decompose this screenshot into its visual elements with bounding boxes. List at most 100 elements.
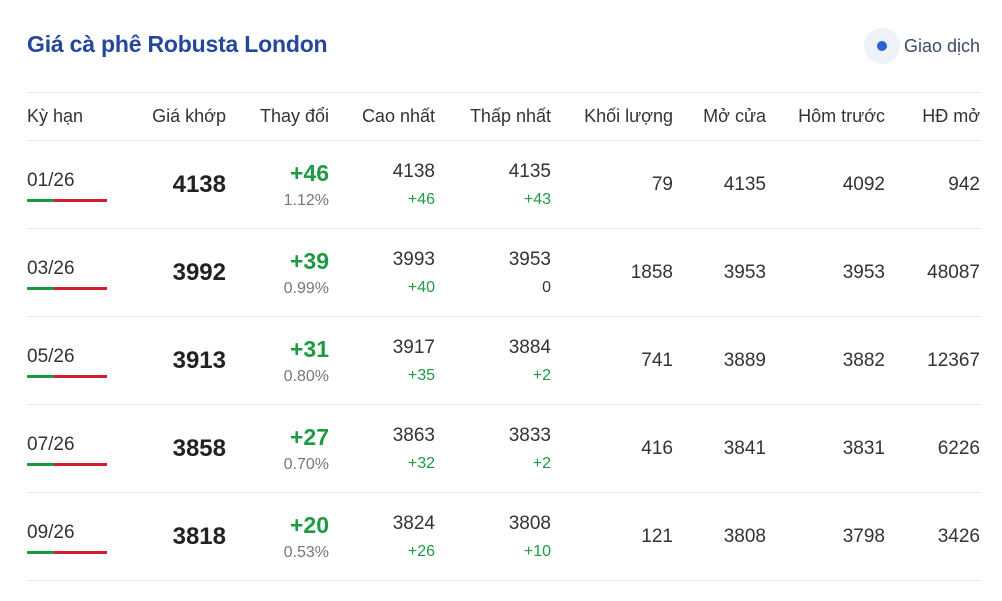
open-cell: 3953: [673, 228, 766, 317]
col-header-high[interactable]: Cao nhất: [329, 92, 435, 141]
match-price: 4138: [172, 170, 226, 198]
change-percent: 0.53%: [283, 543, 329, 561]
high-change: +46: [407, 190, 435, 208]
term-cell: 07/26: [27, 404, 117, 493]
oi-cell: 12367: [885, 316, 980, 405]
term-label: 05/26: [27, 345, 75, 367]
price-cell: 3858: [117, 404, 226, 493]
col-header-low[interactable]: Thấp nhất: [435, 92, 551, 141]
table-row[interactable]: 07/26 3858 +27 0.70% 3863 +32 3833 +2 416 3…: [27, 404, 980, 493]
change-percent: 0.70%: [283, 455, 329, 473]
change-value: +39: [289, 247, 329, 274]
low-change: +43: [523, 190, 551, 208]
oi-cell: 6226: [885, 404, 980, 493]
term-cell: 03/26: [27, 228, 117, 317]
low-cell: 3953 0: [435, 228, 551, 317]
term-cell: 01/26: [27, 140, 117, 229]
high-change: +40: [407, 278, 435, 296]
match-price: 3818: [172, 522, 226, 550]
volume-cell: 1858: [551, 228, 673, 317]
col-header-oi[interactable]: HĐ mở: [885, 92, 980, 141]
prev-cell: 3798: [766, 492, 885, 581]
change-value: +31: [289, 335, 329, 362]
change-percent: 0.99%: [283, 279, 329, 297]
high-value: 4138: [392, 160, 435, 182]
table-row[interactable]: 05/26 3913 +31 0.80% 3917 +35 3884 +2 741 3…: [27, 316, 980, 405]
term-label: 03/26: [27, 257, 75, 279]
prev-cell: 3831: [766, 404, 885, 493]
low-change: +10: [523, 542, 551, 560]
table-row[interactable]: 09/26 3818 +20 0.53% 3824 +26 3808 +10 121 …: [27, 492, 980, 581]
range-bar: [27, 550, 107, 554]
volume-cell: 121: [551, 492, 673, 581]
price-cell: 3992: [117, 228, 226, 317]
high-value: 3824: [392, 512, 435, 534]
match-price: 3913: [172, 346, 226, 374]
open-cell: 4135: [673, 140, 766, 229]
table-row[interactable]: 01/26 4138 +46 1.12% 4138 +46 4135 +43 79 4…: [27, 140, 980, 229]
low-value: 4135: [508, 160, 551, 182]
change-cell: +31 0.80%: [226, 316, 329, 405]
match-price: 3858: [172, 434, 226, 462]
oi-cell: 48087: [885, 228, 980, 317]
open-cell: 3841: [673, 404, 766, 493]
low-change: +2: [532, 366, 551, 384]
col-header-prev[interactable]: Hôm trước: [766, 92, 885, 141]
change-value: +46: [289, 159, 329, 186]
low-value: 3953: [508, 248, 551, 270]
price-cell: 3913: [117, 316, 226, 405]
change-percent: 1.12%: [283, 191, 329, 209]
oi-cell: 942: [885, 140, 980, 229]
price-cell: 3818: [117, 492, 226, 581]
low-value: 3808: [508, 512, 551, 534]
high-cell: 4138 +46: [329, 140, 435, 229]
low-change: +2: [532, 454, 551, 472]
col-header-change[interactable]: Thay đổi: [226, 92, 329, 141]
change-value: +27: [289, 423, 329, 450]
table-row[interactable]: 03/26 3992 +39 0.99% 3993 +40 3953 0 1858 3…: [27, 228, 980, 317]
prev-cell: 4092: [766, 140, 885, 229]
oi-cell: 3426: [885, 492, 980, 581]
high-cell: 3863 +32: [329, 404, 435, 493]
high-value: 3917: [392, 336, 435, 358]
open-cell: 3808: [673, 492, 766, 581]
term-label: 07/26: [27, 433, 75, 455]
low-cell: 3833 +2: [435, 404, 551, 493]
change-percent: 0.80%: [283, 367, 329, 385]
term-label: 01/26: [27, 169, 75, 191]
open-cell: 3889: [673, 316, 766, 405]
change-cell: +39 0.99%: [226, 228, 329, 317]
table-header-row: Kỳ hạn Giá khớp Thay đổi Cao nhất Thấp n…: [27, 92, 980, 141]
futures-table: Kỳ hạn Giá khớp Thay đổi Cao nhất Thấp n…: [27, 92, 980, 581]
high-value: 3863: [392, 424, 435, 446]
high-value: 3993: [392, 248, 435, 270]
term-cell: 05/26: [27, 316, 117, 405]
term-label: 09/26: [27, 521, 75, 543]
col-header-open[interactable]: Mở cửa: [673, 92, 766, 141]
high-cell: 3824 +26: [329, 492, 435, 581]
prev-cell: 3953: [766, 228, 885, 317]
change-cell: +20 0.53%: [226, 492, 329, 581]
low-value: 3833: [508, 424, 551, 446]
low-cell: 3808 +10: [435, 492, 551, 581]
low-change: 0: [542, 278, 551, 296]
col-header-price[interactable]: Giá khớp: [117, 92, 226, 141]
trading-status-badge: Giao dịch: [863, 27, 980, 65]
high-cell: 3993 +40: [329, 228, 435, 317]
high-change: +35: [407, 366, 435, 384]
volume-cell: 79: [551, 140, 673, 229]
change-cell: +46 1.12%: [226, 140, 329, 229]
range-bar: [27, 198, 107, 202]
change-value: +20: [289, 511, 329, 538]
col-header-volume[interactable]: Khối lượng: [551, 92, 673, 141]
page-title: Giá cà phê Robusta London: [27, 31, 328, 57]
range-bar: [27, 462, 107, 466]
low-cell: 3884 +2: [435, 316, 551, 405]
col-header-term[interactable]: Kỳ hạn: [27, 92, 117, 141]
status-dot-icon: [863, 28, 900, 64]
change-cell: +27 0.70%: [226, 404, 329, 493]
prev-cell: 3882: [766, 316, 885, 405]
high-cell: 3917 +35: [329, 316, 435, 405]
low-cell: 4135 +43: [435, 140, 551, 229]
match-price: 3992: [172, 258, 226, 286]
